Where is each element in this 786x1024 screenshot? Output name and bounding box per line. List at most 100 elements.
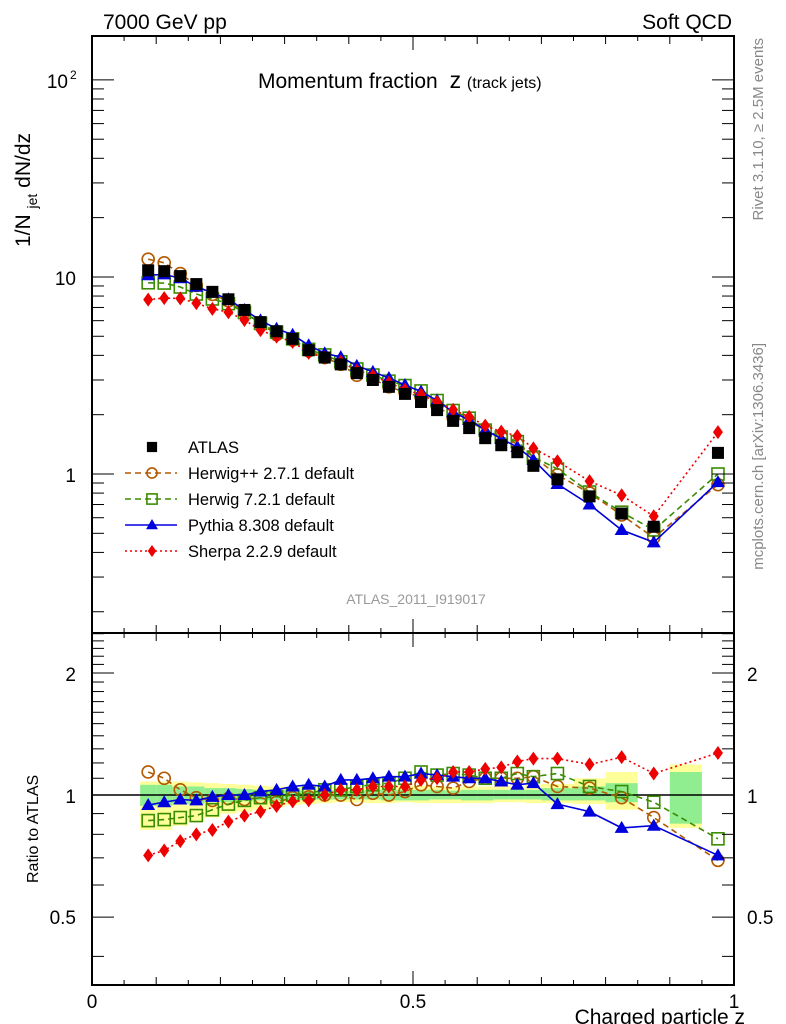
main-series-layer (141, 252, 725, 548)
ratio-ytick-label-right-1: 1 (747, 787, 758, 808)
main-point-sherpa-2-2-9-default (464, 409, 475, 424)
main-point-atlas (511, 446, 524, 459)
ratio-ylabel: Ratio to ATLAS (25, 775, 42, 883)
ratio-series-pythia-8-308-default (141, 766, 725, 861)
ratio-point-herwig-7-2-1-default (173, 810, 188, 825)
main-point-atlas (431, 404, 444, 417)
rivet-version-label: Rivet 3.1.10, ≥ 2.5M events (750, 38, 767, 221)
ratio-point-herwig-2-7-1-default (446, 781, 460, 795)
main-point-atlas (366, 373, 379, 386)
ratio-point-pythia-8-308-default (582, 804, 597, 817)
main-point-atlas (142, 264, 155, 277)
main-point-sherpa-2-2-9-default (191, 296, 202, 311)
main-point-sherpa-2-2-9-default (448, 402, 459, 417)
legend-marker-icon (146, 493, 158, 505)
ratio-point-herwig-2-7-1-default (141, 765, 155, 779)
main-point-atlas (254, 316, 267, 329)
legend-label: ATLAS (188, 439, 239, 457)
main-point-sherpa-2-2-9-default (528, 441, 539, 456)
main-point-atlas (382, 380, 395, 393)
main-point-atlas (238, 303, 251, 316)
main-point-atlas (415, 395, 428, 408)
main-point-pythia-8-308-default (614, 522, 629, 535)
ratio-point-sherpa-2-2-9-default (416, 772, 427, 787)
main-point-atlas (479, 432, 492, 445)
ratio-point-sherpa-2-2-9-default (239, 808, 250, 823)
main-point-sherpa-2-2-9-default (552, 454, 563, 469)
ratio-point-sherpa-2-2-9-default (383, 779, 394, 794)
main-point-atlas (174, 270, 187, 283)
main-point-atlas (270, 325, 283, 338)
legend-item-herwig-2-7-1-default: Herwig++ 2.7.1 default (125, 465, 354, 483)
ratio-point-herwig-2-7-1-default (157, 771, 172, 786)
main-point-atlas (495, 439, 508, 452)
ratio-point-pythia-8-308-default (141, 798, 156, 811)
main-point-sherpa-2-2-9-default (496, 424, 507, 439)
main-point-atlas (206, 285, 219, 298)
ratio-point-pythia-8-308-default (205, 789, 220, 802)
ratio-point-pythia-8-308-default (614, 820, 629, 833)
ratio-point-herwig-7-2-1-default (550, 766, 565, 781)
ratio-point-sherpa-2-2-9-default (584, 757, 595, 772)
ratio-point-pythia-8-308-default (510, 777, 525, 790)
ratio-point-sherpa-2-2-9-default (552, 751, 563, 766)
ratio-ytick-label-right-0.5: 0.5 (747, 908, 773, 929)
ratio-point-sherpa-2-2-9-default (351, 782, 362, 797)
ratio-point-sherpa-2-2-9-default (399, 779, 410, 794)
main-ytick-label-10: 10 (55, 269, 76, 290)
main-point-atlas (527, 459, 540, 472)
main-ylabel-part2: dN/dz (12, 133, 35, 188)
ratio-point-sherpa-2-2-9-default (512, 754, 523, 769)
legend: ATLAS Herwig++ 2.7.1 default Herwig 7.2.1 … (125, 439, 354, 561)
legend-item-pythia-8-308-default: Pythia 8.308 default (125, 517, 334, 535)
main-series-atlas (142, 264, 724, 533)
ratio-point-sherpa-2-2-9-default (712, 745, 723, 760)
ratio-ytick-label-right-2: 2 (747, 665, 758, 686)
ratio-point-herwig-7-2-1-default (582, 779, 597, 794)
ratio-point-sherpa-2-2-9-default (335, 782, 346, 797)
ratio-point-pythia-8-308-default (157, 795, 172, 808)
main-ylabel: 1/N jet dN/dz (12, 133, 42, 247)
main-point-atlas (551, 473, 564, 486)
ratio-point-herwig-7-2-1-default (614, 784, 629, 799)
main-point-herwig-2-7-1-default (141, 252, 155, 267)
ratio-panel: Ratio to ATLAS 2 1 0.5 2 1 0.5 0 0.5 1 C… (25, 632, 773, 1024)
ratio-band-stat (605, 783, 638, 803)
ratio-point-sherpa-2-2-9-default (143, 848, 154, 863)
ratio-point-pythia-8-308-default (526, 776, 541, 789)
header-energy-label: 7000 GeV pp (103, 11, 227, 34)
main-point-atlas (318, 351, 331, 364)
main-title: Momentum fraction z (track jets) (258, 67, 542, 93)
legend-marker-icon (147, 545, 157, 557)
ratio-ticks (91, 633, 735, 985)
ratio-point-sherpa-2-2-9-default (464, 764, 475, 779)
ratio-point-pythia-8-308-default (550, 797, 565, 810)
ratio-point-pythia-8-308-default (397, 769, 412, 782)
ratio-point-pythia-8-308-default (365, 771, 380, 784)
main-point-atlas (222, 293, 235, 306)
ratio-series-layer (141, 745, 725, 868)
main-point-pythia-8-308-default (710, 475, 725, 488)
ratio-point-sherpa-2-2-9-default (432, 771, 443, 786)
ratio-point-pythia-8-308-default (381, 769, 396, 782)
legend-label: Pythia 8.308 default (188, 517, 334, 535)
xtick-label-0: 0 (87, 992, 98, 1013)
ratio-point-sherpa-2-2-9-default (648, 766, 659, 781)
main-point-sherpa-2-2-9-default (512, 428, 523, 443)
mcplots-label: mcplots.cern.ch [arXiv:1306.3436] (750, 343, 767, 570)
analysis-id-label: ATLAS_2011_I919017 (346, 591, 486, 607)
main-title-var: z (450, 67, 462, 93)
main-panel: Momentum fraction z (track jets) 1/N jet… (12, 35, 735, 634)
ratio-point-sherpa-2-2-9-default (159, 843, 170, 858)
main-ytick-label-100-exp: 2 (70, 68, 77, 82)
ratio-point-herwig-7-2-1-default (141, 813, 155, 828)
xtick-label-0.5: 0.5 (400, 992, 426, 1013)
ratio-point-herwig-7-2-1-default (189, 808, 204, 823)
ratio-point-pythia-8-308-default (478, 771, 493, 784)
ratio-ytick-label-1: 1 (65, 787, 76, 808)
ratio-point-pythia-8-308-default (301, 777, 316, 790)
ratio-point-sherpa-2-2-9-default (367, 779, 378, 794)
ratio-point-sherpa-2-2-9-default (191, 827, 202, 842)
ratio-ytick-label-2: 2 (65, 665, 76, 686)
